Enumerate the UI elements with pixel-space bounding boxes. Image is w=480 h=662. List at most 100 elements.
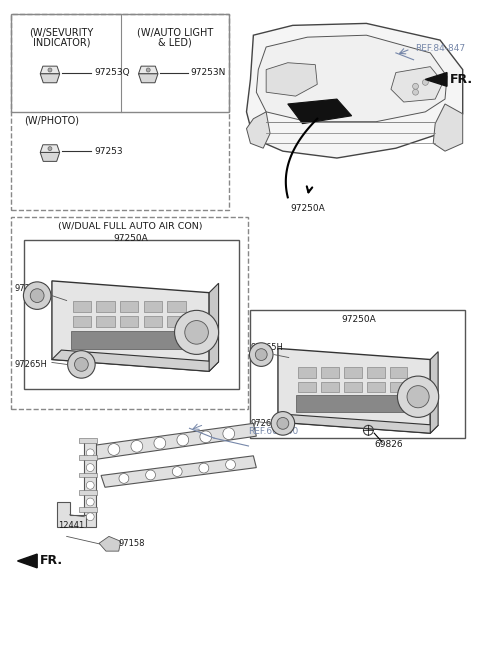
Circle shape (145, 470, 156, 480)
Polygon shape (40, 74, 60, 83)
Polygon shape (84, 440, 96, 526)
Text: FR.: FR. (40, 555, 63, 567)
Polygon shape (247, 112, 270, 148)
Polygon shape (278, 414, 438, 433)
Polygon shape (99, 536, 120, 551)
Bar (79, 490, 97, 495)
Polygon shape (52, 281, 209, 371)
Text: 69826: 69826 (374, 440, 403, 449)
Bar (321, 381, 339, 392)
Text: 97250A: 97250A (290, 204, 325, 213)
Circle shape (413, 89, 419, 95)
Circle shape (177, 434, 189, 446)
Circle shape (422, 79, 428, 85)
Bar (251, 310, 465, 438)
Circle shape (86, 449, 94, 457)
Circle shape (86, 513, 94, 521)
Bar (321, 367, 339, 378)
Circle shape (185, 320, 208, 344)
Polygon shape (209, 283, 218, 371)
Circle shape (154, 437, 166, 449)
Text: REF.60-640: REF.60-640 (249, 427, 299, 436)
Text: 97265H: 97265H (251, 419, 283, 428)
Bar (79, 438, 97, 443)
Circle shape (119, 473, 129, 483)
Text: (W/DUAL FULL AUTO AIR CON): (W/DUAL FULL AUTO AIR CON) (58, 222, 203, 231)
Circle shape (250, 343, 273, 366)
Polygon shape (278, 348, 430, 433)
Circle shape (146, 68, 150, 72)
Polygon shape (40, 145, 60, 152)
Circle shape (48, 68, 52, 72)
Bar (96, 316, 115, 328)
Bar (96, 301, 115, 312)
Bar (367, 367, 384, 378)
Polygon shape (288, 99, 352, 124)
Bar (11, 217, 249, 408)
Polygon shape (89, 424, 256, 459)
Text: 97265H: 97265H (14, 284, 48, 293)
Circle shape (223, 428, 235, 440)
Polygon shape (139, 74, 158, 83)
Bar (167, 301, 186, 312)
Polygon shape (57, 502, 86, 526)
Text: 97265H: 97265H (14, 360, 48, 369)
Circle shape (30, 289, 44, 303)
Polygon shape (139, 66, 158, 74)
Bar (144, 301, 162, 312)
Polygon shape (101, 456, 256, 487)
Text: REF.84-847: REF.84-847 (416, 44, 466, 53)
Bar (144, 316, 162, 328)
Bar (73, 301, 91, 312)
Bar (167, 316, 186, 328)
Circle shape (175, 310, 218, 354)
Text: & LED): & LED) (158, 37, 192, 47)
Text: 97250A: 97250A (113, 234, 148, 243)
Bar (24, 240, 239, 389)
Circle shape (199, 463, 209, 473)
Polygon shape (266, 63, 317, 96)
Text: 97253Q: 97253Q (94, 68, 130, 77)
Circle shape (48, 147, 52, 150)
Bar (298, 381, 316, 392)
Polygon shape (433, 104, 463, 151)
Polygon shape (17, 554, 37, 568)
Circle shape (86, 498, 94, 506)
Circle shape (413, 83, 419, 89)
Polygon shape (40, 66, 60, 74)
Circle shape (68, 351, 95, 378)
Circle shape (86, 463, 94, 471)
Text: (W/PHOTO): (W/PHOTO) (24, 116, 79, 126)
Text: (W/SEVURITY: (W/SEVURITY (30, 27, 94, 37)
Bar (79, 507, 97, 512)
Circle shape (277, 418, 289, 429)
Circle shape (108, 444, 120, 455)
Bar (11, 14, 229, 112)
Bar (73, 316, 91, 328)
Polygon shape (425, 73, 447, 86)
Circle shape (200, 431, 212, 443)
Bar (390, 367, 408, 378)
Bar (11, 14, 229, 210)
Bar (71, 331, 193, 349)
Circle shape (255, 349, 267, 361)
Text: 97158: 97158 (119, 539, 145, 547)
Text: 12441: 12441 (58, 520, 84, 530)
Text: 97253N: 97253N (191, 68, 226, 77)
Circle shape (74, 357, 88, 371)
Text: INDICATOR): INDICATOR) (33, 37, 91, 47)
Circle shape (271, 412, 295, 435)
Bar (390, 381, 408, 392)
Circle shape (86, 481, 94, 489)
Polygon shape (391, 67, 443, 102)
Polygon shape (247, 23, 463, 158)
Circle shape (131, 440, 143, 452)
Circle shape (407, 386, 429, 408)
Polygon shape (52, 350, 218, 371)
Circle shape (24, 282, 51, 309)
Circle shape (397, 376, 439, 417)
Polygon shape (256, 35, 447, 122)
Bar (120, 316, 138, 328)
Polygon shape (40, 152, 60, 162)
Bar (120, 301, 138, 312)
